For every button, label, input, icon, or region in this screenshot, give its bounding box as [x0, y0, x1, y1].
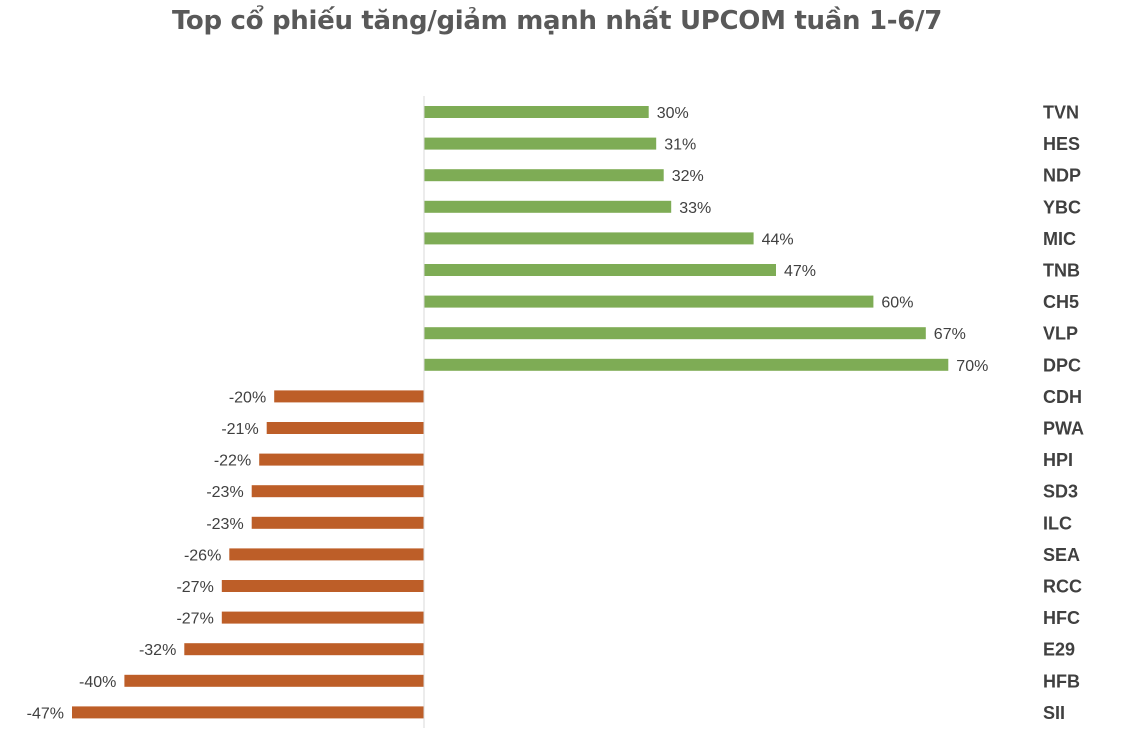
value-label-ybc: 33%	[679, 200, 711, 217]
category-label-hes: HES	[1043, 134, 1080, 154]
bar-e29	[184, 643, 424, 656]
value-label-tnb: 47%	[784, 263, 816, 280]
bar-ilc	[251, 516, 424, 529]
value-labels-group: 30% 31% 32% 33% 44% 47% 60% 67% 70% -20% -21% -22% -…	[27, 105, 989, 722]
bar-sii	[72, 706, 424, 719]
value-label-rcc: -27%	[176, 579, 213, 596]
bar-vlp	[424, 327, 926, 340]
category-label-ndp: NDP	[1043, 166, 1081, 186]
bar-hfb	[124, 674, 425, 687]
bar-hfc	[221, 611, 424, 624]
value-label-dpc: 70%	[956, 358, 988, 375]
category-label-ilc: ILC	[1043, 513, 1072, 533]
category-label-vlp: VLP	[1043, 324, 1078, 344]
category-label-ybc: YBC	[1043, 197, 1081, 217]
category-label-hpi: HPI	[1043, 450, 1073, 470]
chart-title: Top cổ phiếu tăng/giảm mạnh nhất UPCOM t…	[171, 6, 943, 36]
bar-ndp	[424, 169, 664, 182]
bar-sd3	[251, 485, 424, 498]
bar-dpc	[424, 358, 949, 371]
value-label-ndp: 32%	[672, 168, 704, 185]
bar-hes	[424, 137, 657, 150]
value-label-cdh: -20%	[229, 389, 266, 406]
value-label-vlp: 67%	[934, 326, 966, 343]
category-label-ch5: CH5	[1043, 292, 1079, 312]
bar-mic	[424, 232, 754, 245]
bar-rcc	[221, 580, 424, 592]
value-label-ch5: 60%	[881, 295, 913, 312]
bar-sea	[229, 548, 424, 561]
value-label-hfc: -27%	[176, 611, 213, 628]
bar-cdh	[274, 390, 424, 403]
category-label-tnb: TNB	[1043, 261, 1080, 281]
value-label-e29: -32%	[139, 642, 176, 659]
category-label-sii: SII	[1043, 703, 1065, 723]
value-label-hes: 31%	[664, 137, 696, 154]
category-labels-group: TVN HES NDP YBC MIC TNB CH5 VLP DPC CDH PWA HPI SD3 I…	[1043, 103, 1084, 723]
category-label-pwa: PWA	[1043, 419, 1084, 439]
bar-hpi	[259, 453, 424, 466]
category-label-sea: SEA	[1043, 545, 1080, 565]
bar-tnb	[424, 264, 776, 276]
value-label-pwa: -21%	[221, 421, 258, 438]
category-label-hfb: HFB	[1043, 671, 1080, 691]
value-label-mic: 44%	[762, 231, 794, 248]
value-label-sea: -26%	[184, 547, 221, 564]
category-label-e29: E29	[1043, 640, 1075, 660]
bar-tvn	[424, 106, 649, 118]
bars-group	[72, 106, 949, 719]
value-label-hfb: -40%	[79, 674, 116, 691]
value-label-sd3: -23%	[206, 484, 243, 501]
category-label-tvn: TVN	[1043, 103, 1079, 123]
category-label-hfc: HFC	[1043, 608, 1080, 628]
category-label-sd3: SD3	[1043, 482, 1078, 502]
category-label-rcc: RCC	[1043, 577, 1082, 597]
value-label-sii: -47%	[27, 705, 64, 722]
value-label-ilc: -23%	[206, 516, 243, 533]
value-label-tvn: 30%	[657, 105, 689, 122]
value-label-hpi: -22%	[214, 453, 251, 470]
bar-pwa	[266, 422, 424, 434]
bar-ybc	[424, 200, 672, 213]
category-label-cdh: CDH	[1043, 387, 1082, 407]
bar-ch5	[424, 295, 874, 308]
category-label-dpc: DPC	[1043, 355, 1081, 375]
category-label-mic: MIC	[1043, 229, 1076, 249]
